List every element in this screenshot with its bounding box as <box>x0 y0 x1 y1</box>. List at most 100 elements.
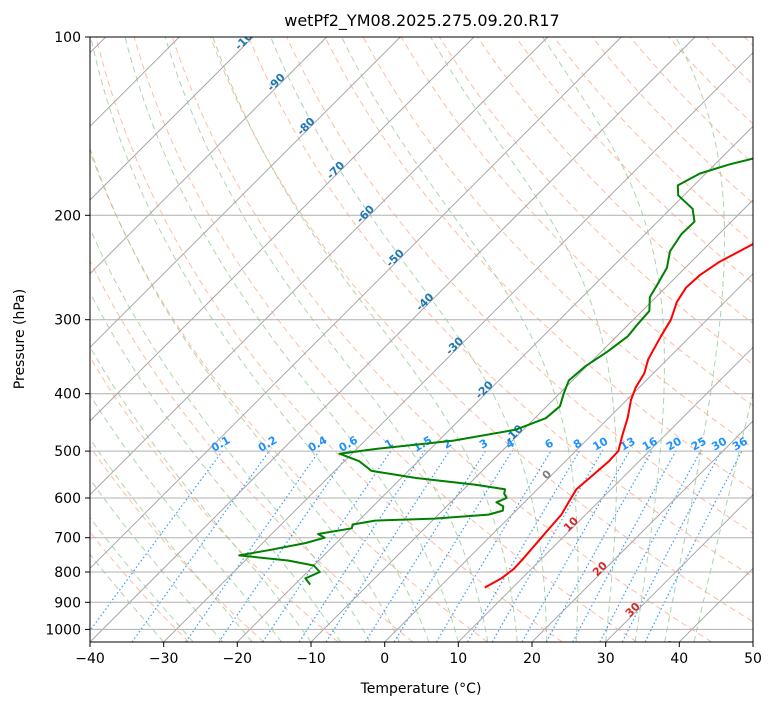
isotherm-line <box>531 420 753 642</box>
y-tick-label: 900 <box>54 595 81 611</box>
mixing-ratio-line <box>545 449 653 642</box>
moist-adiabat-line <box>341 37 579 642</box>
moist-adiabat-line <box>90 553 165 642</box>
y-tick-label: 600 <box>54 491 81 507</box>
isotherm-label: -30 <box>443 334 466 357</box>
y-tick-label: 200 <box>54 208 81 224</box>
isotherm-label: -80 <box>294 115 317 138</box>
mixing-ratio-line <box>572 449 677 642</box>
isotherm-label: -40 <box>413 290 436 313</box>
mixing-ratio-line <box>262 449 392 642</box>
y-tick-label: 100 <box>54 30 81 46</box>
mixing-ratio-label: 6 <box>543 436 556 451</box>
x-tick-label: 30 <box>597 651 615 667</box>
chart-title: wetPf2_YM08.2025.275.09.20.R17 <box>284 11 559 31</box>
x-tick-label: 10 <box>449 651 467 667</box>
x-tick-label: 50 <box>744 651 762 667</box>
plot-area: 0.1 0.2 0.4 0.6 1 1.5 2 3 4 6 8 10 13 16 20 25 30 36-100-… <box>90 24 753 658</box>
moist-adiabat-line <box>90 227 371 642</box>
dry-adiabat-line <box>362 37 753 449</box>
mixing-ratio-line <box>466 449 581 642</box>
isotherm-line <box>90 37 475 422</box>
plot-frame <box>89 36 754 643</box>
isotherm-line <box>90 37 328 275</box>
dry-adiabat-line <box>90 445 264 642</box>
y-tick-label: 400 <box>54 387 81 403</box>
moist-adiabat-line <box>212 37 518 642</box>
mixing-ratio-lines <box>90 449 743 642</box>
x-tick-label: 0 <box>380 651 389 667</box>
dry-adiabat-line <box>209 37 753 623</box>
isotherm-line <box>384 272 753 642</box>
isotherm-line <box>752 641 753 642</box>
y-axis-label: Pressure (hPa) <box>12 289 28 389</box>
isotherm-label: -60 <box>354 202 377 225</box>
isotherm-line <box>90 37 549 496</box>
dry-adiabat-line <box>667 37 753 125</box>
dewpoint-line <box>238 157 753 586</box>
dry-adiabat-line <box>476 37 753 325</box>
isotherm-label: -20 <box>473 378 496 401</box>
y-tick-label: 500 <box>54 444 81 460</box>
isotherm-line <box>678 567 753 642</box>
line-annotations: 0.1 0.2 0.4 0.6 1 1.5 2 3 4 6 8 10 13 16 20 25 30 36-100-… <box>209 24 750 658</box>
mixing-ratio-line <box>325 449 451 642</box>
y-tick-label: 800 <box>54 565 81 581</box>
x-tick-label: 20 <box>523 651 541 667</box>
moist-adiabat-line <box>90 147 400 642</box>
y-tick-label: 1000 <box>45 622 81 638</box>
moist-adiabat-line <box>664 37 726 642</box>
x-axis-label: Temperature (°C) <box>360 681 482 697</box>
y-tick-label: 700 <box>54 531 81 547</box>
isotherm-line <box>236 125 753 642</box>
moist-adiabat-line <box>90 437 253 642</box>
dry-adiabat-line <box>591 37 753 204</box>
y-axis-ticks: 100 200 300 400 500 600 700 800 900 1000 <box>45 30 90 638</box>
mixing-ratio-line <box>298 449 426 642</box>
moist-adiabat-line <box>693 390 753 642</box>
dry-adiabat-line <box>743 37 753 47</box>
isotherm-line <box>310 199 753 642</box>
dry-adiabat-line <box>90 531 190 642</box>
isotherm-label: -90 <box>265 71 288 94</box>
dry-adiabat-line <box>286 37 753 534</box>
isotherm-label: -70 <box>324 158 347 181</box>
isotherm-line <box>90 37 696 642</box>
mixing-ratio-label: 2 <box>441 437 454 452</box>
dry-adiabat-line <box>90 356 339 642</box>
mixing-ratio-label: 3 <box>477 437 490 452</box>
dry-adiabat-line <box>248 37 753 578</box>
y-tick-label: 300 <box>54 313 81 329</box>
isotherm-line <box>605 493 753 642</box>
sounding-series <box>238 157 753 589</box>
dry-adiabats <box>90 37 753 642</box>
moist-adiabat-line <box>270 37 548 642</box>
dry-adiabat-line <box>133 37 638 642</box>
dry-adiabat-line <box>95 37 563 642</box>
x-tick-label: −30 <box>149 651 179 667</box>
x-tick-label: −40 <box>75 651 105 667</box>
isotherm-line <box>90 37 401 349</box>
mixing-ratio-line <box>435 449 553 642</box>
isotherm-line <box>163 51 753 642</box>
dry-adiabat-line <box>515 37 753 284</box>
x-tick-label: −10 <box>296 651 326 667</box>
moist-adiabat-line <box>90 37 430 642</box>
mixing-ratio-line <box>185 449 321 642</box>
mixing-ratio-line <box>218 449 352 642</box>
temperature-line <box>484 242 753 589</box>
moist-adiabat-line <box>430 37 617 642</box>
isotherm-label: 40 <box>658 638 678 658</box>
isotherm-label: -100 <box>232 24 261 53</box>
x-tick-label: −20 <box>223 651 253 667</box>
isotherm-line <box>457 346 753 642</box>
moist-adiabat-line <box>90 394 282 642</box>
isotherm-label: -50 <box>384 246 407 269</box>
moist-adiabat-line <box>124 37 459 642</box>
isotherm-line <box>90 37 622 570</box>
mixing-ratio-line <box>131 449 271 642</box>
mixing-ratio-line <box>90 449 224 632</box>
dry-adiabat-line <box>438 37 753 366</box>
dry-adiabat-line <box>171 37 712 642</box>
